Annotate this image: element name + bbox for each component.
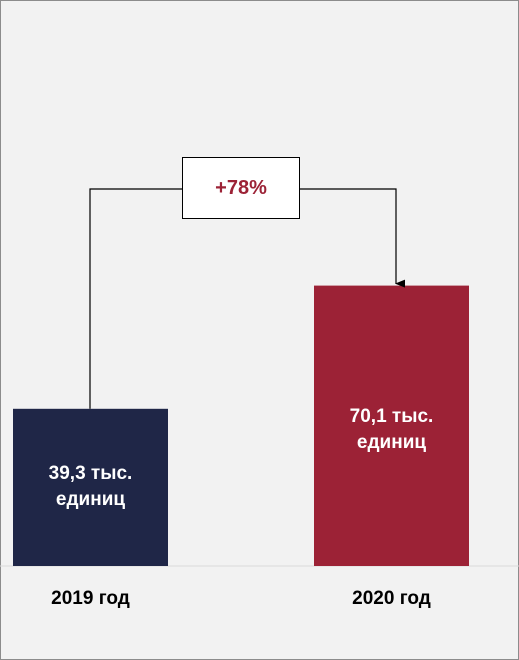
bar-value-label-line: 39,3 тыс. — [48, 462, 133, 484]
bar-value-label-line: 70,1 тыс. — [349, 405, 434, 427]
bar-value-label-1: 39,3 тыс. единиц — [13, 461, 168, 513]
change-percent-label: +78% — [215, 176, 267, 199]
change-connector-line — [89, 188, 396, 409]
bar-value-label-line: единиц — [356, 431, 427, 453]
bar-value-label-2: 70,1 тыс. единиц — [314, 404, 469, 456]
category-label-2: 2020 год — [352, 588, 431, 609]
bar-2 — [314, 285, 469, 566]
bar-1 — [13, 408, 168, 566]
change-callout: +78% — [182, 157, 300, 219]
bar-value-label-line: единиц — [55, 488, 126, 510]
category-label-1: 2019 год — [51, 588, 130, 609]
